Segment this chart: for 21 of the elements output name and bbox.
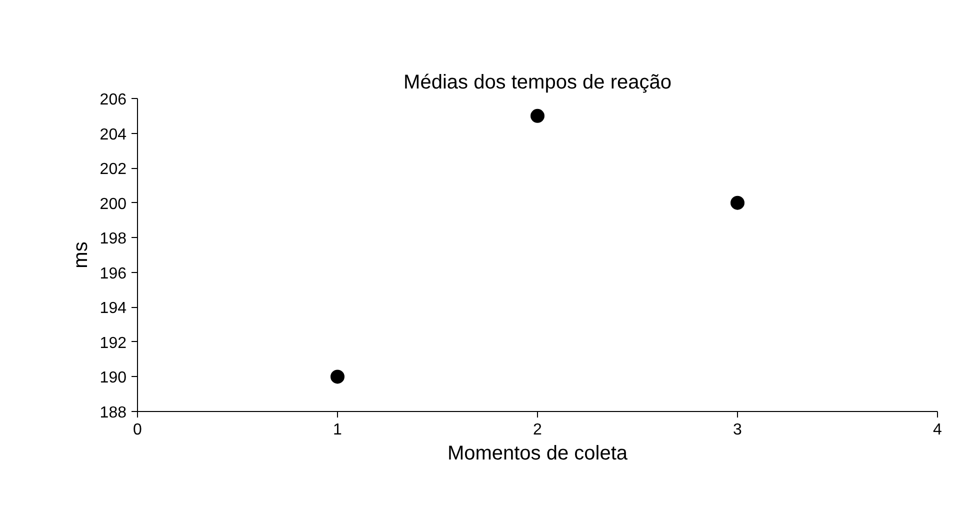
x-tick-label: 2 — [533, 422, 542, 438]
x-tick-label: 3 — [733, 422, 742, 438]
y-tick-label: 198 — [100, 230, 127, 248]
y-tick-label: 206 — [100, 92, 127, 108]
y-tick-label: 204 — [100, 126, 127, 144]
y-tick-label: 190 — [100, 370, 127, 387]
y-tick-label: 194 — [100, 300, 127, 318]
x-tick-label: 4 — [933, 422, 942, 438]
point — [530, 108, 544, 123]
y-tick-label: 200 — [100, 196, 127, 213]
x-axis-title: Momentos de coleta — [447, 442, 628, 464]
y-tick-label: 202 — [100, 161, 127, 178]
x-tick-label: 1 — [333, 422, 342, 438]
point — [730, 196, 744, 210]
y-tick-label: 188 — [100, 404, 127, 422]
point — [330, 370, 344, 384]
y-tick-label: 192 — [100, 334, 127, 352]
y-axis-title: ms — [70, 242, 92, 268]
x-tick-label: 0 — [133, 422, 142, 438]
chart-title: Médias dos tempos de reação — [404, 72, 672, 94]
y-tick-label: 196 — [100, 265, 127, 282]
